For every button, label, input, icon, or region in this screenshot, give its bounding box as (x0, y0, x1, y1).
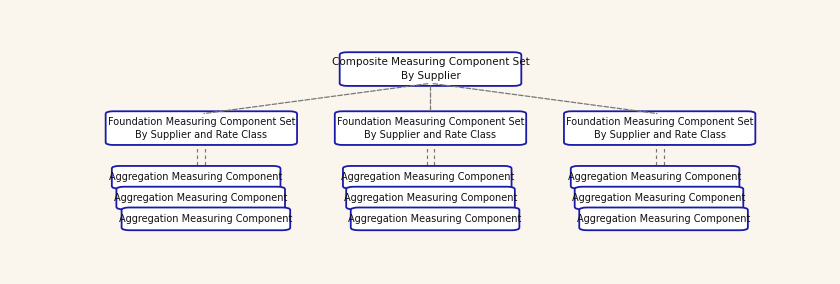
Text: Aggregation Measuring Component: Aggregation Measuring Component (119, 214, 292, 224)
FancyBboxPatch shape (122, 208, 290, 230)
Text: Aggregation Measuring Component: Aggregation Measuring Component (114, 193, 287, 203)
FancyBboxPatch shape (112, 166, 281, 189)
FancyBboxPatch shape (335, 111, 526, 145)
FancyBboxPatch shape (575, 187, 743, 210)
FancyBboxPatch shape (346, 187, 515, 210)
FancyBboxPatch shape (564, 111, 755, 145)
FancyBboxPatch shape (580, 208, 748, 230)
Text: Aggregation Measuring Component: Aggregation Measuring Component (349, 214, 522, 224)
Text: Aggregation Measuring Component: Aggregation Measuring Component (340, 172, 514, 182)
FancyBboxPatch shape (571, 166, 739, 189)
FancyBboxPatch shape (106, 111, 297, 145)
Text: Aggregation Measuring Component: Aggregation Measuring Component (577, 214, 750, 224)
Text: Aggregation Measuring Component: Aggregation Measuring Component (109, 172, 283, 182)
FancyBboxPatch shape (343, 166, 512, 189)
Text: Aggregation Measuring Component: Aggregation Measuring Component (572, 193, 746, 203)
FancyBboxPatch shape (117, 187, 285, 210)
FancyBboxPatch shape (339, 52, 522, 86)
Text: Aggregation Measuring Component: Aggregation Measuring Component (344, 193, 517, 203)
FancyBboxPatch shape (351, 208, 519, 230)
Text: Aggregation Measuring Component: Aggregation Measuring Component (569, 172, 742, 182)
Text: Composite Measuring Component Set
By Supplier: Composite Measuring Component Set By Sup… (332, 57, 529, 81)
Text: Foundation Measuring Component Set
By Supplier and Rate Class: Foundation Measuring Component Set By Su… (337, 116, 524, 140)
Text: Foundation Measuring Component Set
By Supplier and Rate Class: Foundation Measuring Component Set By Su… (108, 116, 295, 140)
Text: Foundation Measuring Component Set
By Supplier and Rate Class: Foundation Measuring Component Set By Su… (566, 116, 753, 140)
